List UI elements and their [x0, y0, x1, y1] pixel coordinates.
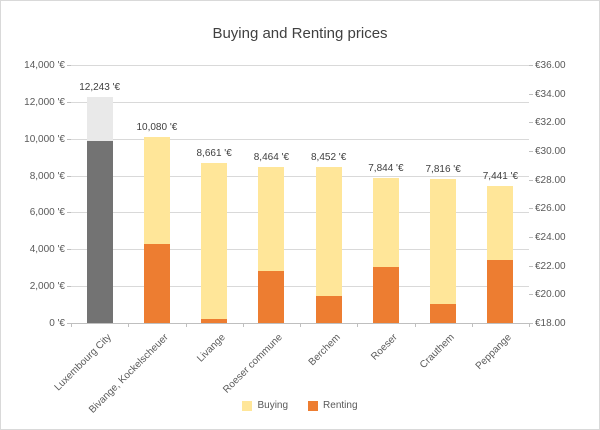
right-axis-tick-label: €26.00 [535, 203, 566, 215]
left-axis-tick-label: 6,000 '€ [29, 207, 65, 219]
right-axis-tick-label: €20.00 [535, 289, 566, 301]
left-axis-tick-label: 10,000 '€ [24, 133, 65, 145]
bar-buying [201, 163, 228, 323]
right-axis-tickmark [529, 323, 533, 324]
right-axis-tick-label: €36.00 [535, 60, 566, 71]
category-label: Roeser commune [221, 332, 286, 396]
bar-value-label: 10,080 '€ [136, 122, 178, 134]
left-axis-tickmark [67, 138, 71, 140]
right-axis-tick-label: €22.00 [535, 260, 566, 272]
gridline [71, 286, 529, 288]
bar-renting [143, 244, 170, 323]
right-axis-tickmark [529, 265, 533, 267]
gridline [71, 212, 529, 214]
bar-renting [487, 259, 514, 323]
x-axis-tickmark [414, 323, 416, 327]
gridline [71, 101, 529, 103]
right-axis-tickmark [529, 65, 533, 66]
category-label: Roeser [369, 332, 400, 363]
left-axis-tickmark [67, 323, 71, 324]
left-axis-tickmark [67, 175, 71, 177]
left-axis-tick-label: 8,000 '€ [29, 170, 65, 182]
right-axis-tick-label: €32.00 [535, 117, 566, 129]
category-label: Livange [195, 332, 228, 365]
left-axis-tick-label: 4,000 '€ [29, 244, 65, 256]
left-axis-tickmark [67, 212, 71, 214]
buying-swatch-icon [242, 400, 253, 411]
right-axis-tickmark [529, 294, 533, 296]
legend-label-renting: Renting [323, 400, 358, 411]
left-axis-tick-label: 12,000 '€ [24, 96, 65, 108]
x-axis-tickmark [128, 323, 130, 327]
gridline [71, 249, 529, 251]
right-axis-tickmark [529, 122, 533, 124]
renting-swatch-icon [308, 400, 319, 411]
left-axis-tick-label: 2,000 '€ [29, 281, 65, 293]
bar-highlight-dark [86, 140, 113, 323]
left-axis-tick-label: 0 '€ [49, 318, 65, 329]
right-axis-tickmark [529, 151, 533, 152]
right-axis-tickmark [529, 93, 533, 95]
x-axis-tickmark [242, 323, 244, 327]
category-label: Crauthem [418, 332, 457, 371]
category-label: Berchem [306, 332, 343, 369]
right-axis-tickmark [529, 237, 533, 238]
gridline [71, 138, 529, 140]
category-label: Luxembourg City [52, 332, 114, 394]
x-axis-tickmark [185, 323, 187, 327]
bar-value-label: 7,816 '€ [425, 163, 461, 175]
bar-renting [201, 318, 228, 323]
x-axis-tickmark [357, 323, 359, 327]
bar-value-label: 7,441 '€ [482, 170, 519, 182]
right-axis-tick-label: €30.00 [535, 146, 566, 157]
right-axis-tickmark [529, 208, 533, 210]
category-label: Peppange [474, 332, 515, 373]
bar-renting [315, 295, 342, 323]
category-label: Bivange, Kockelscheuer [87, 332, 171, 416]
right-axis-tick-label: €28.00 [535, 174, 566, 186]
bar-value-label: 7,844 '€ [368, 163, 404, 175]
right-axis-tick-label: €18.00 [535, 318, 566, 329]
x-axis-tickmark [529, 323, 530, 327]
right-axis-tick-label: €24.00 [535, 232, 566, 243]
bar-renting [430, 304, 457, 323]
legend-item-buying: Buying [242, 400, 288, 411]
legend: Buying Renting [1, 400, 599, 411]
legend-label-buying: Buying [257, 400, 289, 411]
legend-item-renting: Renting [308, 400, 358, 411]
bar-renting [258, 271, 285, 323]
x-axis-tickmark [300, 323, 301, 327]
gridline [71, 65, 529, 66]
bar-value-label: 8,452 '€ [310, 152, 347, 164]
left-axis-tick-label: 14,000 '€ [24, 60, 65, 71]
left-axis-tickmark [67, 101, 71, 103]
right-axis-tick-label: €34.00 [535, 88, 566, 100]
bar-value-label: 8,661 '€ [196, 148, 232, 160]
bar-value-label: 12,243 '€ [79, 82, 121, 94]
bar-value-label: 8,464 '€ [253, 152, 290, 164]
left-axis-tickmark [67, 286, 71, 288]
right-axis-tickmark [529, 179, 533, 181]
bar-renting [372, 267, 399, 323]
x-axis-tickmark [471, 323, 473, 327]
x-axis-tickmark [71, 323, 72, 327]
gridline [71, 175, 529, 177]
left-axis-tickmark [67, 249, 71, 251]
chart-title: Buying and Renting prices [212, 25, 388, 42]
left-axis-tickmark [67, 65, 71, 66]
bar-buying [430, 178, 457, 323]
